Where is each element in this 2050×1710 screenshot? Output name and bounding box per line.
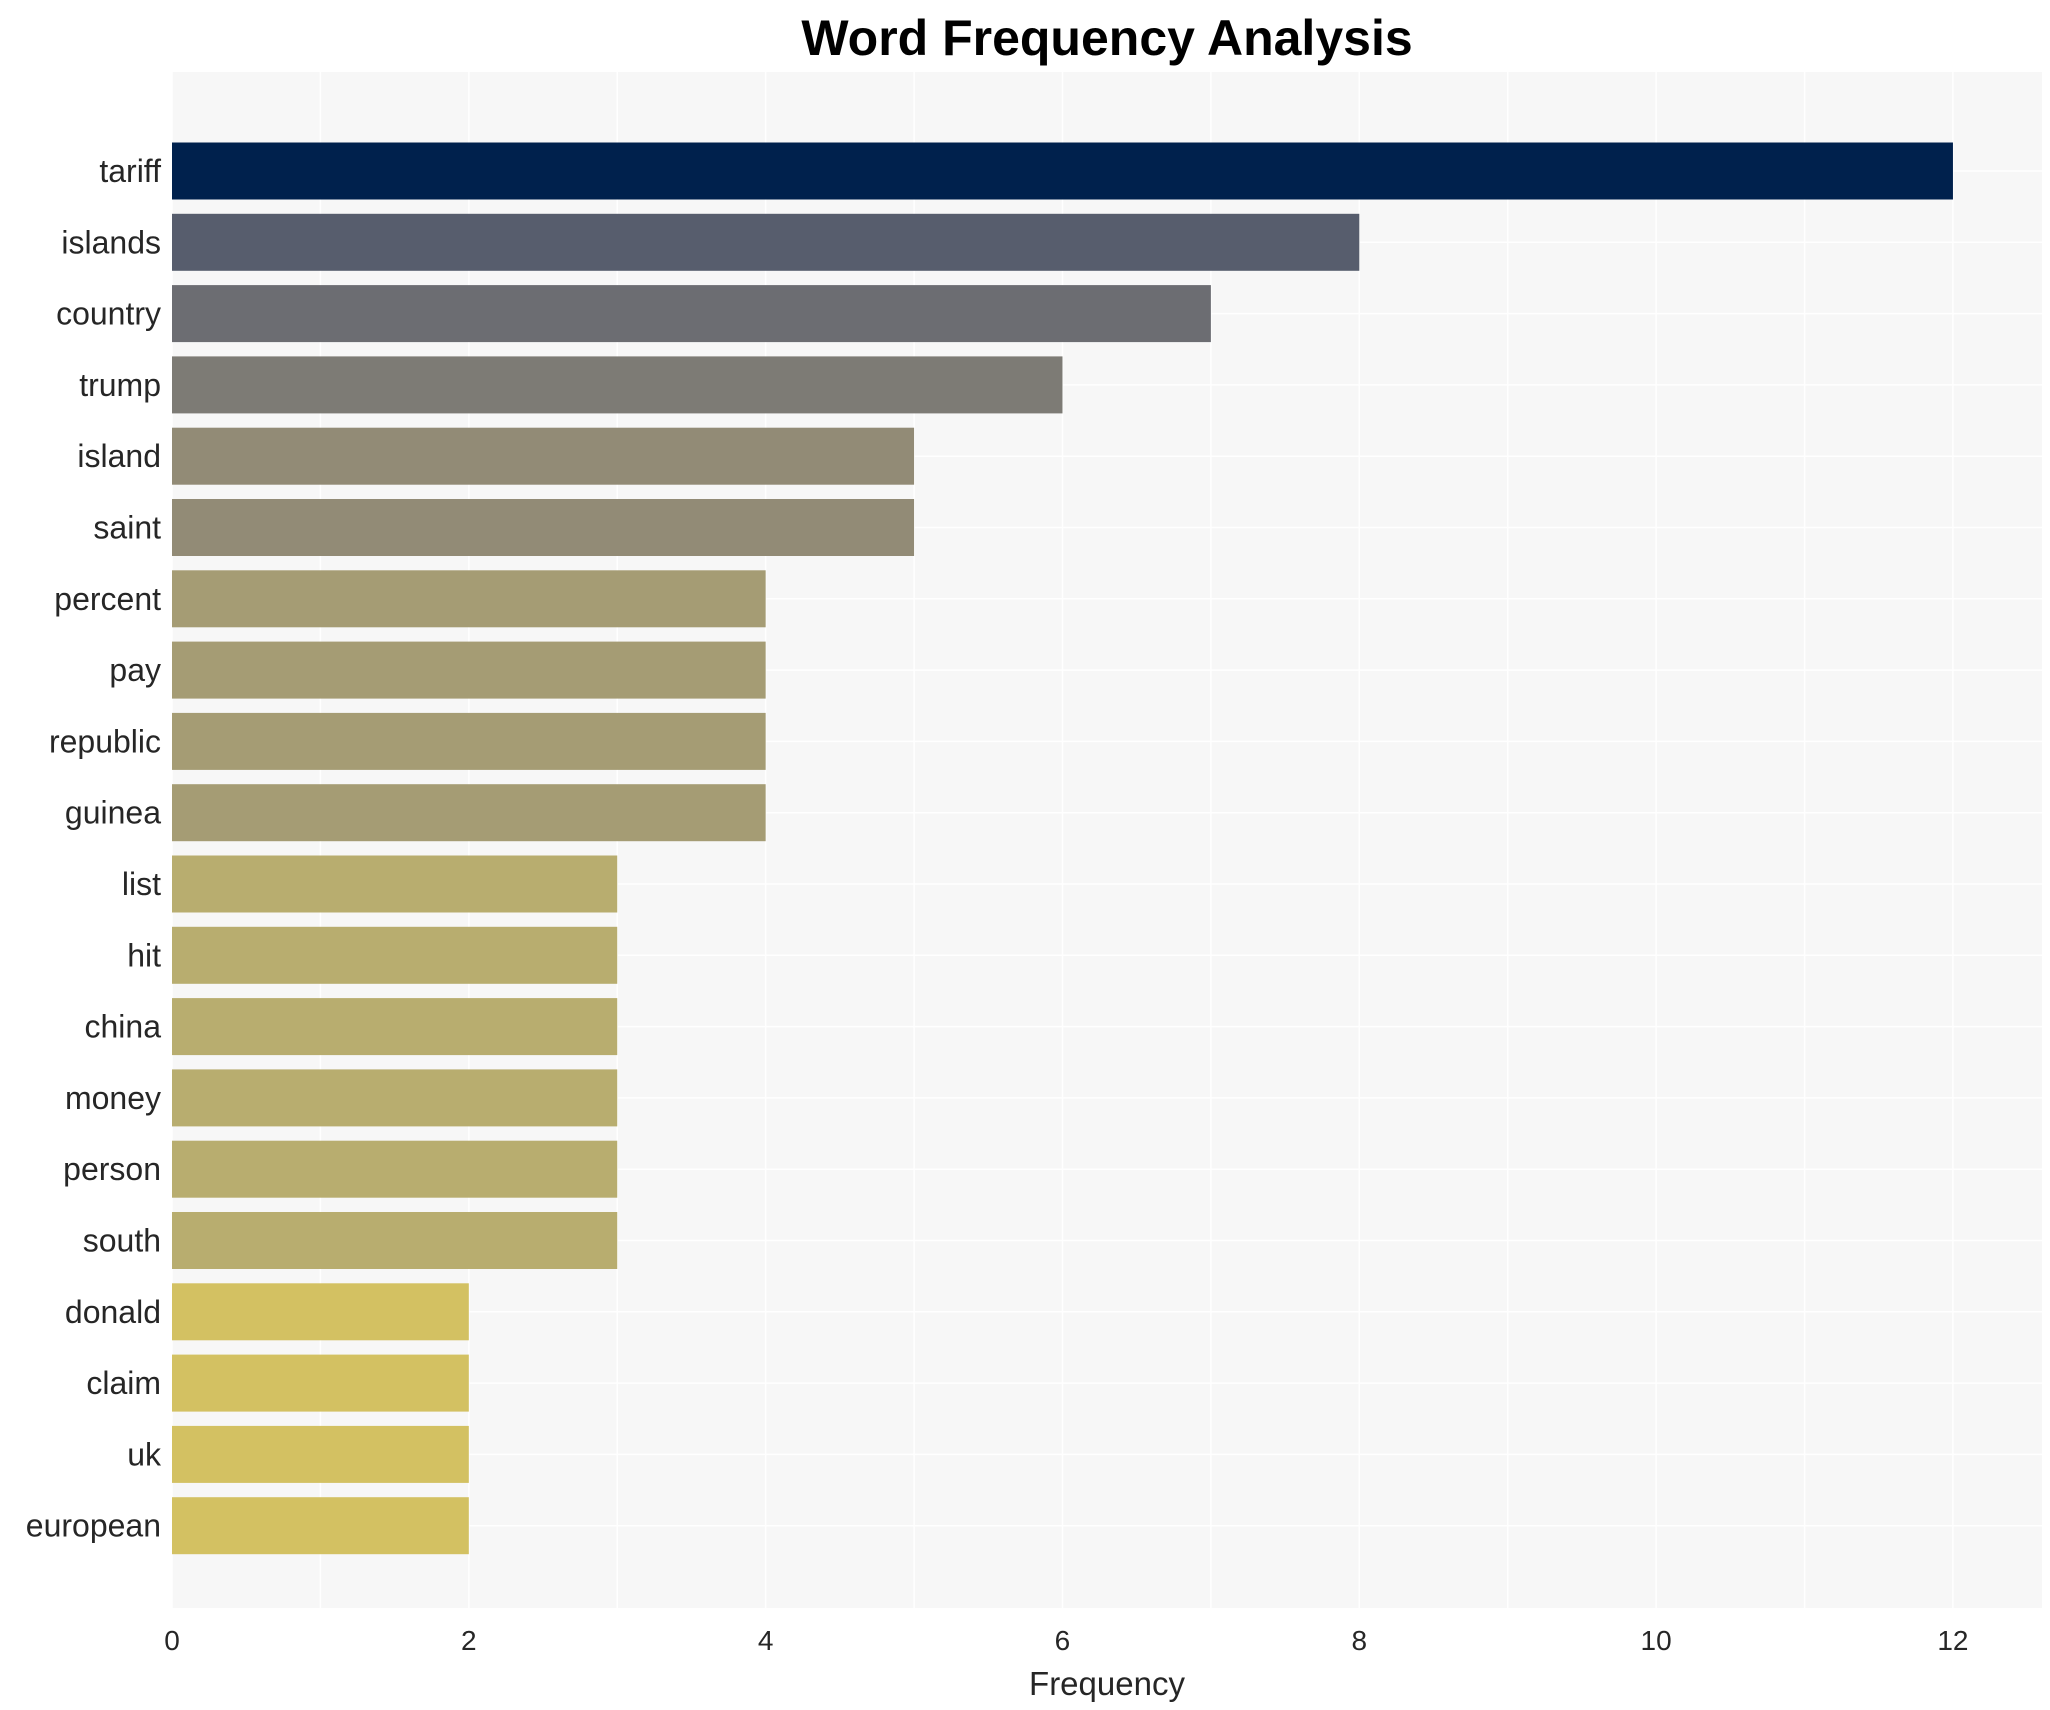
category-labels: tariff islands country trump island saint perc… bbox=[26, 153, 162, 1544]
category-label-hit: hit bbox=[127, 937, 161, 973]
bar-guinea bbox=[172, 784, 766, 842]
bar-south bbox=[172, 1212, 618, 1269]
bar-list bbox=[172, 855, 618, 913]
bar-china bbox=[172, 998, 618, 1056]
bar-island bbox=[172, 427, 915, 485]
category-label-saint: saint bbox=[93, 510, 161, 546]
x-tick-label: 12 bbox=[1937, 1625, 1968, 1656]
category-label-uk: uk bbox=[127, 1436, 162, 1472]
x-tick-label: 6 bbox=[1055, 1625, 1071, 1656]
category-label-south: south bbox=[83, 1223, 161, 1259]
category-label-pay: pay bbox=[109, 652, 161, 688]
bar-pay bbox=[172, 641, 766, 699]
category-label-island: island bbox=[77, 438, 161, 474]
chart-title: Word Frequency Analysis bbox=[801, 10, 1412, 66]
category-label-country: country bbox=[56, 296, 161, 332]
x-tick-label: 0 bbox=[164, 1625, 180, 1656]
bar-hit bbox=[172, 926, 618, 984]
category-label-list: list bbox=[122, 866, 161, 902]
bar-saint bbox=[172, 499, 915, 556]
x-axis-title: Frequency bbox=[1029, 1665, 1185, 1702]
bars bbox=[172, 142, 1953, 1555]
x-tick-label: 8 bbox=[1352, 1625, 1368, 1656]
category-label-islands: islands bbox=[61, 224, 161, 260]
bar-person bbox=[172, 1140, 618, 1198]
category-label-european: european bbox=[26, 1508, 161, 1544]
category-label-tariff: tariff bbox=[99, 153, 161, 189]
x-axis-ticks: 0 2 4 6 8 10 12 bbox=[164, 1625, 1968, 1656]
bar-percent bbox=[172, 570, 766, 628]
bar-money bbox=[172, 1069, 618, 1127]
category-label-republic: republic bbox=[49, 723, 161, 759]
bar-tariff bbox=[172, 142, 1953, 200]
bar-country bbox=[172, 285, 1211, 343]
bar-donald bbox=[172, 1283, 469, 1341]
bar-claim bbox=[172, 1354, 469, 1412]
category-label-person: person bbox=[63, 1151, 161, 1187]
x-tick-label: 10 bbox=[1641, 1625, 1672, 1656]
bar-islands bbox=[172, 213, 1360, 271]
bar-trump bbox=[172, 356, 1063, 414]
bar-european bbox=[172, 1497, 469, 1555]
category-label-money: money bbox=[65, 1080, 161, 1116]
category-label-percent: percent bbox=[54, 581, 161, 617]
category-label-china: china bbox=[85, 1009, 162, 1045]
category-label-guinea: guinea bbox=[65, 795, 161, 831]
bar-uk bbox=[172, 1425, 469, 1483]
x-tick-label: 2 bbox=[461, 1625, 477, 1656]
category-label-claim: claim bbox=[86, 1365, 161, 1401]
bar-republic bbox=[172, 712, 766, 770]
category-label-donald: donald bbox=[65, 1294, 161, 1330]
x-tick-label: 4 bbox=[758, 1625, 774, 1656]
category-label-trump: trump bbox=[79, 367, 161, 403]
